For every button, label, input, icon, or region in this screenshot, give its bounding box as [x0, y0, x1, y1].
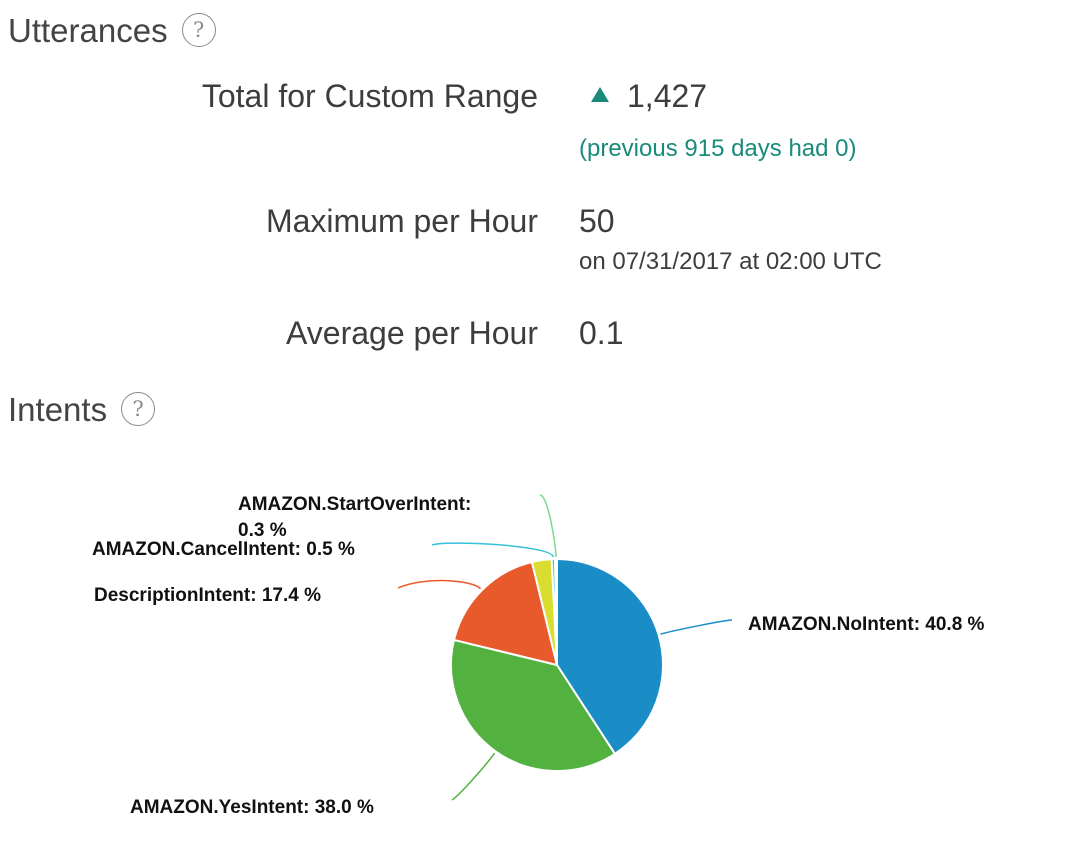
- pie-slice-amazon-yesintent[interactable]: [450, 638, 617, 772]
- utterances-help-icon[interactable]: ?: [181, 13, 216, 47]
- pie-connectors: [397, 494, 733, 801]
- total-value: 1,427: [627, 78, 708, 114]
- label-description-intent: DescriptionIntent: 17.4 %: [94, 585, 321, 606]
- connector-descriptionintent: [397, 579, 482, 590]
- intents-heading: Intents ?: [8, 390, 156, 428]
- pie-slices: [450, 557, 664, 772]
- pie-slice-amazon-startoverintent[interactable]: [553, 557, 558, 666]
- connector-amazon-yesintent: [451, 752, 496, 801]
- connector-amazon-nointent: [660, 619, 733, 635]
- pie-slice-descriptionintent[interactable]: [452, 560, 559, 667]
- max-per-hour-value: 50: [579, 203, 615, 239]
- label-startover-intent-line2: 0.3 %: [238, 520, 287, 541]
- intents-title: Intents: [8, 390, 108, 428]
- label-startover-intent-line1: AMAZON.StartOverIntent:: [238, 494, 471, 515]
- total-previous-note: (previous 915 days had 0): [579, 135, 857, 162]
- total-label: Total for Custom Range: [201, 78, 538, 114]
- avg-per-hour-label: Average per Hour: [286, 315, 538, 351]
- label-cancel-intent: AMAZON.CancelIntent: 0.5 %: [92, 539, 355, 560]
- label-no-intent: AMAZON.NoIntent: 40.8 %: [748, 614, 985, 635]
- intents-help-icon[interactable]: ?: [121, 392, 156, 426]
- utterances-title: Utterances: [8, 11, 168, 49]
- max-per-hour-label: Maximum per Hour: [265, 203, 538, 239]
- connector-amazon-cancelintent: [431, 542, 555, 558]
- utterances-heading: Utterances ?: [8, 13, 216, 47]
- trend-up-icon: [591, 87, 609, 102]
- label-yes-intent: AMAZON.YesIntent: 38.0 %: [130, 797, 374, 818]
- avg-per-hour-value: 0.1: [579, 315, 624, 351]
- pie-labels: AMAZON.NoIntent: 40.8 % AMAZON.YesIntent…: [92, 494, 985, 818]
- intents-pie-chart: AMAZON.NoIntent: 40.8 % AMAZON.YesIntent…: [92, 494, 985, 818]
- connector-amazon-startoverintent: [539, 494, 557, 558]
- max-per-hour-when: on 07/31/2017 at 02:00 UTC: [579, 248, 882, 275]
- total-value-row: 1,427: [579, 80, 707, 112]
